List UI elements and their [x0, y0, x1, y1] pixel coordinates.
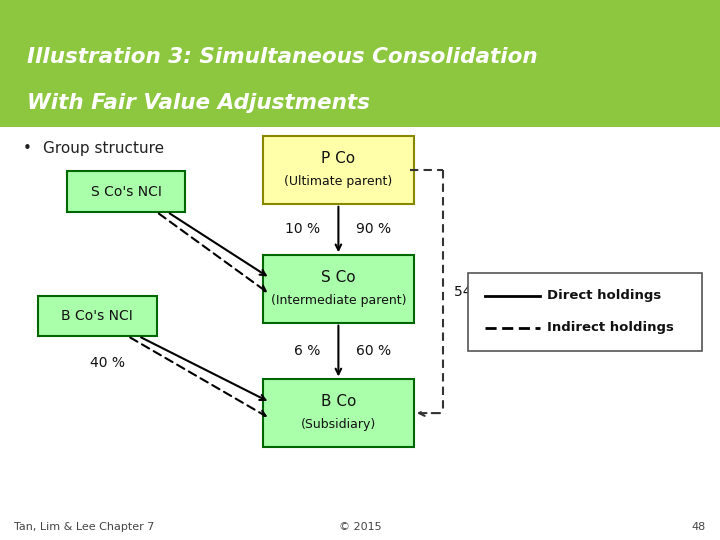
Text: Tan, Lim & Lee Chapter 7: Tan, Lim & Lee Chapter 7	[14, 522, 155, 531]
Text: 40 %: 40 %	[90, 356, 125, 370]
Text: 60 %: 60 %	[356, 344, 392, 358]
Text: Group structure: Group structure	[43, 141, 164, 156]
Text: 90 %: 90 %	[356, 222, 392, 237]
FancyBboxPatch shape	[263, 255, 414, 322]
Text: With Fair Value Adjustments: With Fair Value Adjustments	[27, 92, 370, 113]
Text: 6 %: 6 %	[294, 344, 320, 358]
Text: 54 %: 54 %	[454, 285, 489, 299]
Text: B Co: B Co	[320, 394, 356, 409]
Text: 10 %: 10 %	[285, 222, 320, 237]
Text: 48: 48	[691, 522, 706, 531]
Text: •: •	[23, 141, 32, 156]
Text: B Co's NCI: B Co's NCI	[61, 309, 133, 323]
Text: © 2015: © 2015	[338, 522, 382, 531]
FancyBboxPatch shape	[66, 172, 186, 212]
FancyBboxPatch shape	[263, 379, 414, 447]
FancyBboxPatch shape	[263, 136, 414, 204]
Text: (Subsidiary): (Subsidiary)	[301, 418, 376, 431]
Text: Indirect holdings: Indirect holdings	[547, 321, 674, 334]
Text: Illustration 3: Simultaneous Consolidation: Illustration 3: Simultaneous Consolidati…	[27, 46, 538, 67]
Text: (Ultimate parent): (Ultimate parent)	[284, 176, 392, 188]
FancyBboxPatch shape	[468, 273, 702, 351]
Text: Direct holdings: Direct holdings	[547, 289, 662, 302]
Text: S Co's NCI: S Co's NCI	[91, 185, 161, 199]
FancyBboxPatch shape	[38, 296, 157, 336]
Text: P Co: P Co	[321, 151, 356, 166]
Text: S Co: S Co	[321, 269, 356, 285]
Bar	[0, 0, 720, 127]
Text: (Intermediate parent): (Intermediate parent)	[271, 294, 406, 307]
